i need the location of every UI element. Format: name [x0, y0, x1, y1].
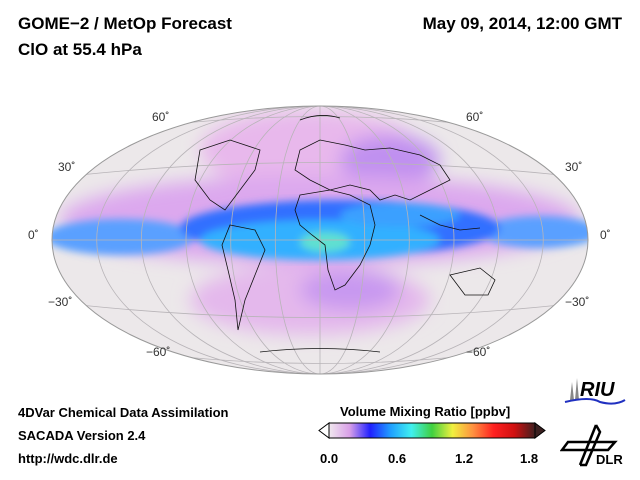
footer-link[interactable]: http://wdc.dlr.de	[18, 451, 118, 466]
colorbar-tick-2: 1.2	[455, 451, 474, 466]
graticule	[52, 106, 588, 374]
lat-label-right-60: 60˚	[466, 110, 484, 124]
lat-label-left-60: 60˚	[152, 110, 170, 124]
footer-line-1: 4DVar Chemical Data Assimilation	[18, 405, 229, 420]
coastlines	[194, 115, 496, 353]
riu-logo: RIU	[564, 378, 626, 405]
footer-line-2: SACADA Version 2.4	[18, 428, 146, 443]
colorbar-title: Volume Mixing Ratio [ppbv]	[340, 404, 511, 419]
lat-label-left-30: 30˚	[58, 160, 76, 174]
colorbar-tick-3: 1.8	[520, 451, 539, 466]
lat-label-left-m30: −30˚	[48, 295, 73, 309]
colorbar-max-arrow	[534, 422, 546, 439]
lat-label-right-m30: −30˚	[565, 295, 590, 309]
map-subtitle: ClO at 55.4 hPa	[18, 40, 142, 59]
colorbar-min-arrow	[318, 422, 330, 439]
lat-label-right-0: 0˚	[600, 228, 611, 242]
lat-label-right-m60: −60˚	[466, 345, 491, 359]
riu-logo-text: RIU	[580, 379, 615, 401]
colorbar-gradient	[328, 422, 536, 439]
colorbar	[318, 422, 546, 439]
map-datetime: May 09, 2014, 12:00 GMT	[422, 14, 622, 33]
lat-label-left-0: 0˚	[28, 228, 39, 242]
dlr-logo: DLR	[560, 424, 623, 467]
colorbar-tick-1: 0.6	[388, 451, 407, 466]
lat-label-right-30: 30˚	[565, 160, 583, 174]
lat-label-left-m60: −60˚	[146, 345, 171, 359]
map-title: GOME−2 / MetOp Forecast	[18, 14, 232, 33]
colorbar-tick-0: 0.0	[320, 451, 339, 466]
dlr-logo-text: DLR	[596, 452, 623, 467]
